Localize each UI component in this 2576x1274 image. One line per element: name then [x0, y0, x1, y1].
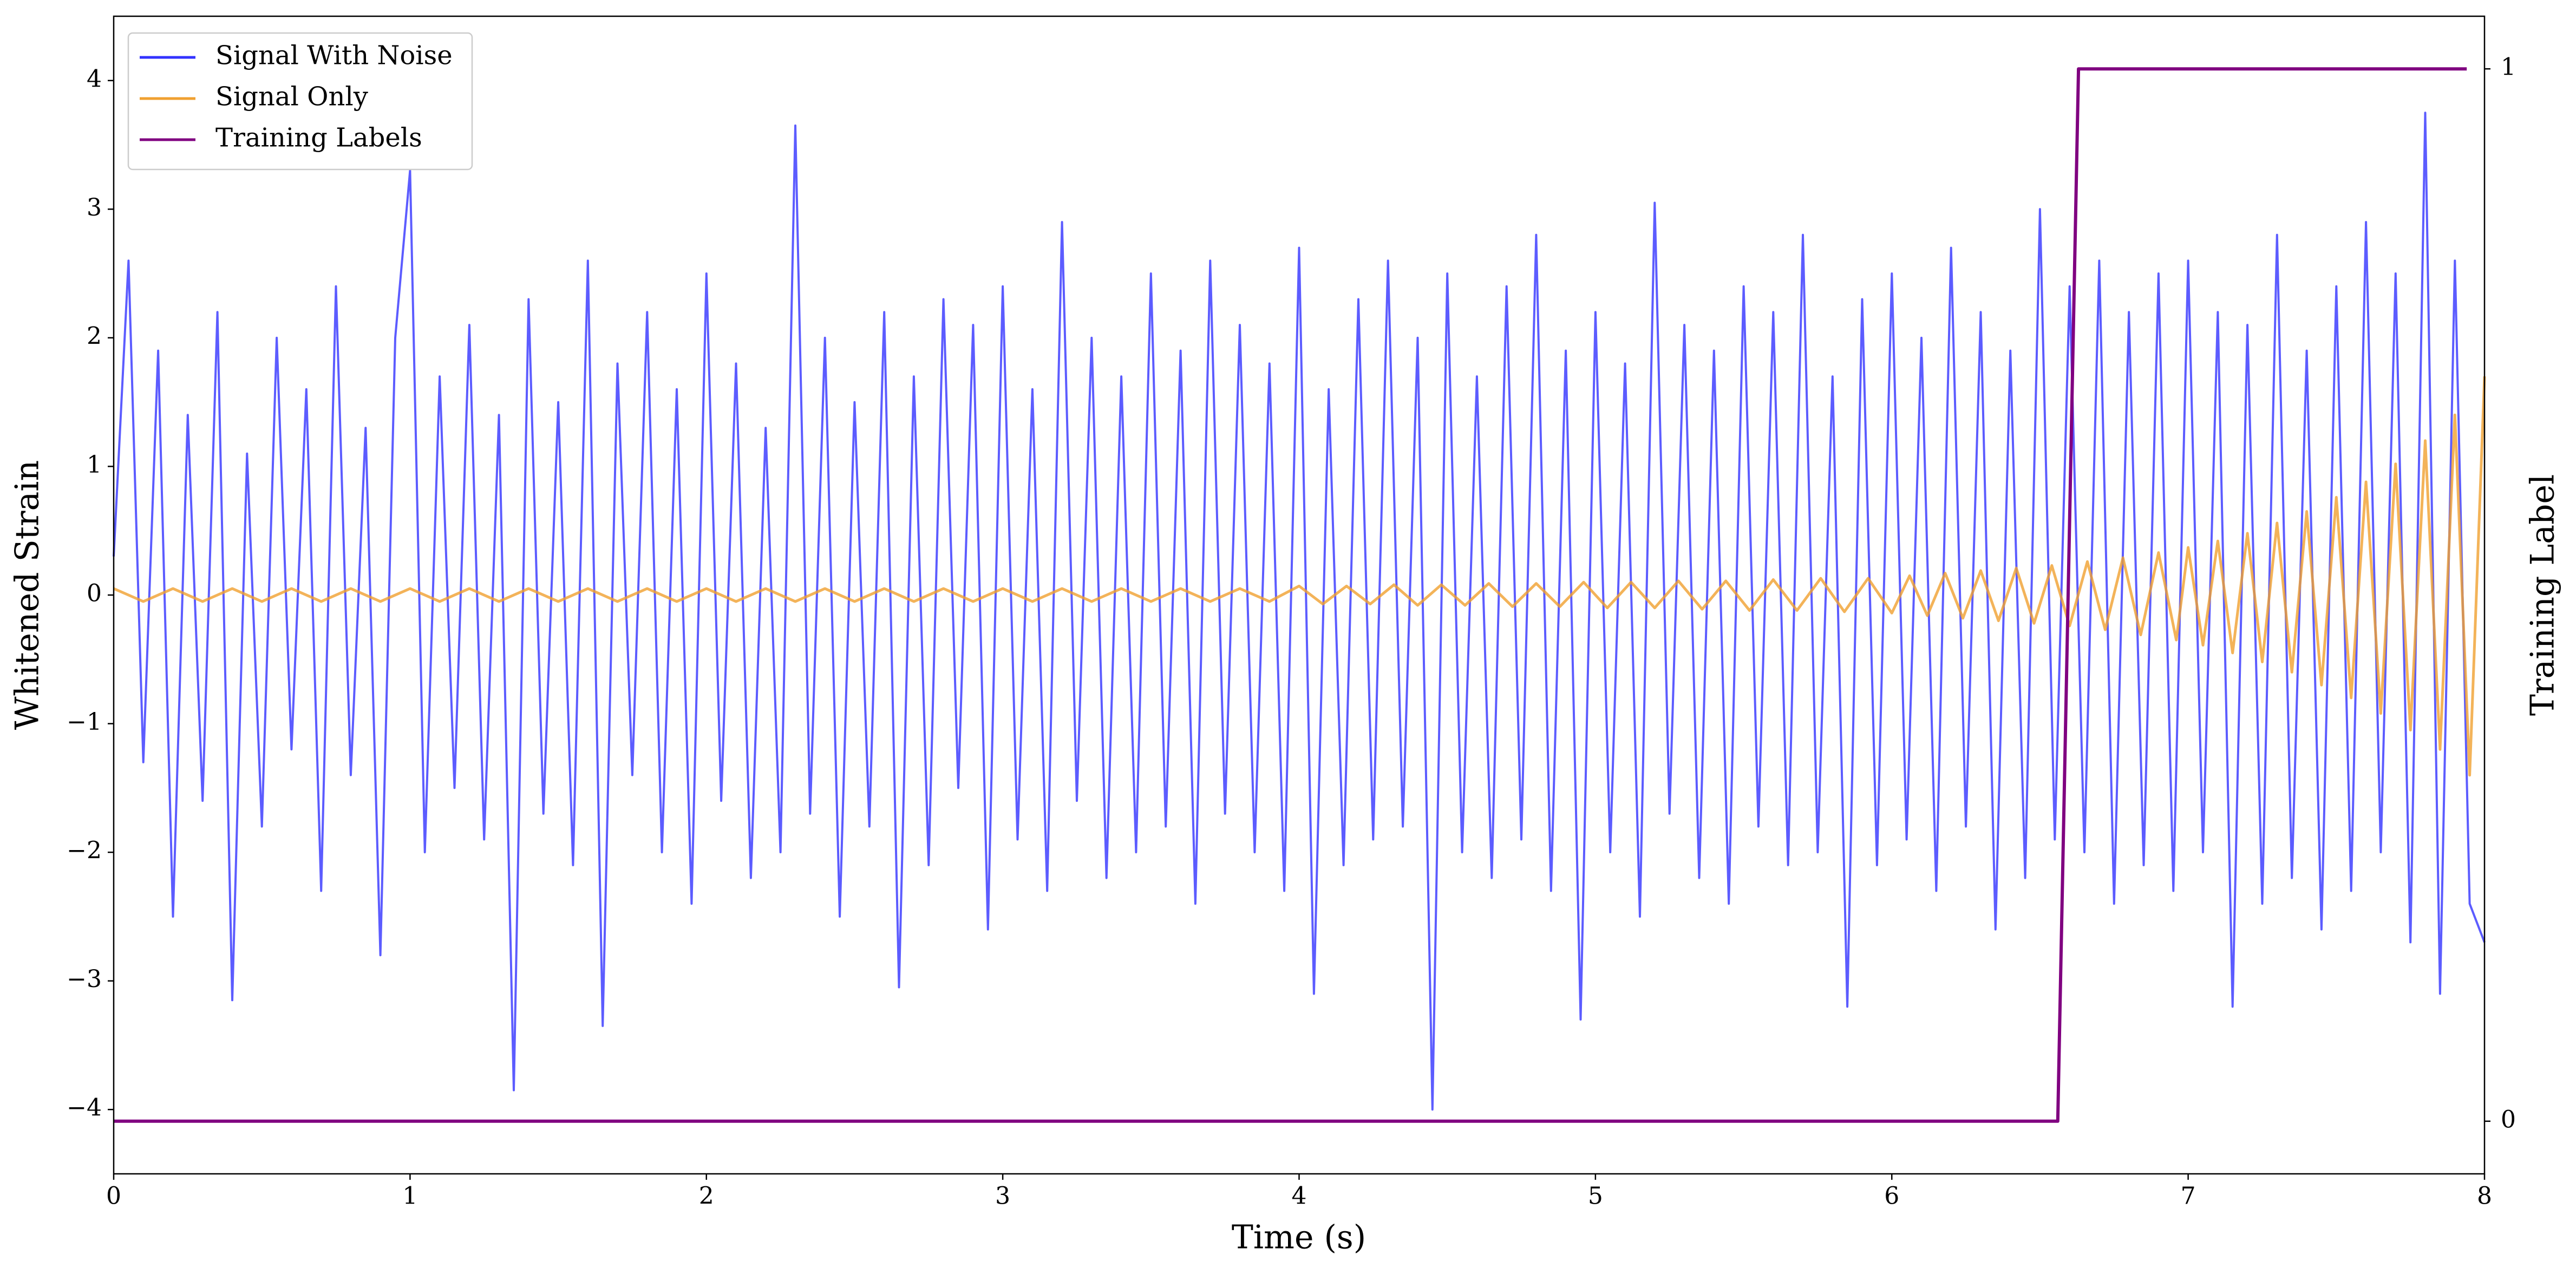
legend-box [127, 32, 473, 171]
y2-tick-label: 0 [2501, 1106, 2516, 1133]
y-tick-label: −3 [67, 965, 102, 993]
legend-label: Signal Only [215, 82, 368, 112]
x-tick-label: 6 [1884, 1182, 1899, 1210]
y-axis-label: Whitened Strain [9, 460, 47, 730]
x-tick-label: 0 [106, 1182, 121, 1210]
x-tick-label: 5 [1588, 1182, 1603, 1210]
plot-frame [113, 15, 2486, 1175]
y-tick-label: 3 [87, 194, 102, 221]
y2-axis-label: Training Label [2524, 474, 2562, 716]
y-tick-label: 0 [87, 580, 102, 607]
x-tick-label: 3 [995, 1182, 1010, 1210]
y-tick-label: 1 [87, 451, 102, 479]
y-tick-label: −4 [67, 1094, 102, 1122]
x-tick-label: 4 [1292, 1182, 1307, 1210]
y-tick-label: −2 [67, 837, 102, 865]
series-line [113, 112, 2486, 1111]
x-tick-label: 1 [402, 1182, 417, 1210]
legend-label: Signal With Noise [215, 41, 453, 71]
y-tick-label: −1 [67, 708, 102, 736]
series-line [113, 376, 2486, 777]
x-tick-label: 7 [2181, 1182, 2196, 1210]
series-line [114, 67, 2467, 1123]
x-tick-label: 2 [699, 1182, 714, 1210]
legend-label: Training Labels [215, 123, 422, 153]
x-tick-label: 8 [2477, 1182, 2492, 1210]
y-tick-label: 4 [87, 65, 102, 93]
y-tick-label: 2 [87, 322, 102, 350]
x-axis-label: Time (s) [1232, 1219, 1366, 1257]
y2-tick-label: 1 [2501, 54, 2516, 81]
